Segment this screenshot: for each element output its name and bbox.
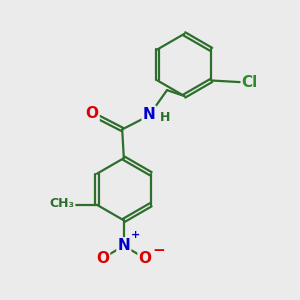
Text: O: O	[139, 251, 152, 266]
Text: +: +	[131, 230, 140, 240]
Text: CH₃: CH₃	[50, 197, 74, 210]
Text: N: N	[118, 238, 130, 253]
Text: O: O	[96, 251, 109, 266]
Text: H: H	[160, 111, 170, 124]
Text: N: N	[142, 106, 155, 122]
Text: Cl: Cl	[242, 75, 258, 90]
Text: −: −	[152, 243, 165, 258]
Text: O: O	[85, 106, 99, 121]
